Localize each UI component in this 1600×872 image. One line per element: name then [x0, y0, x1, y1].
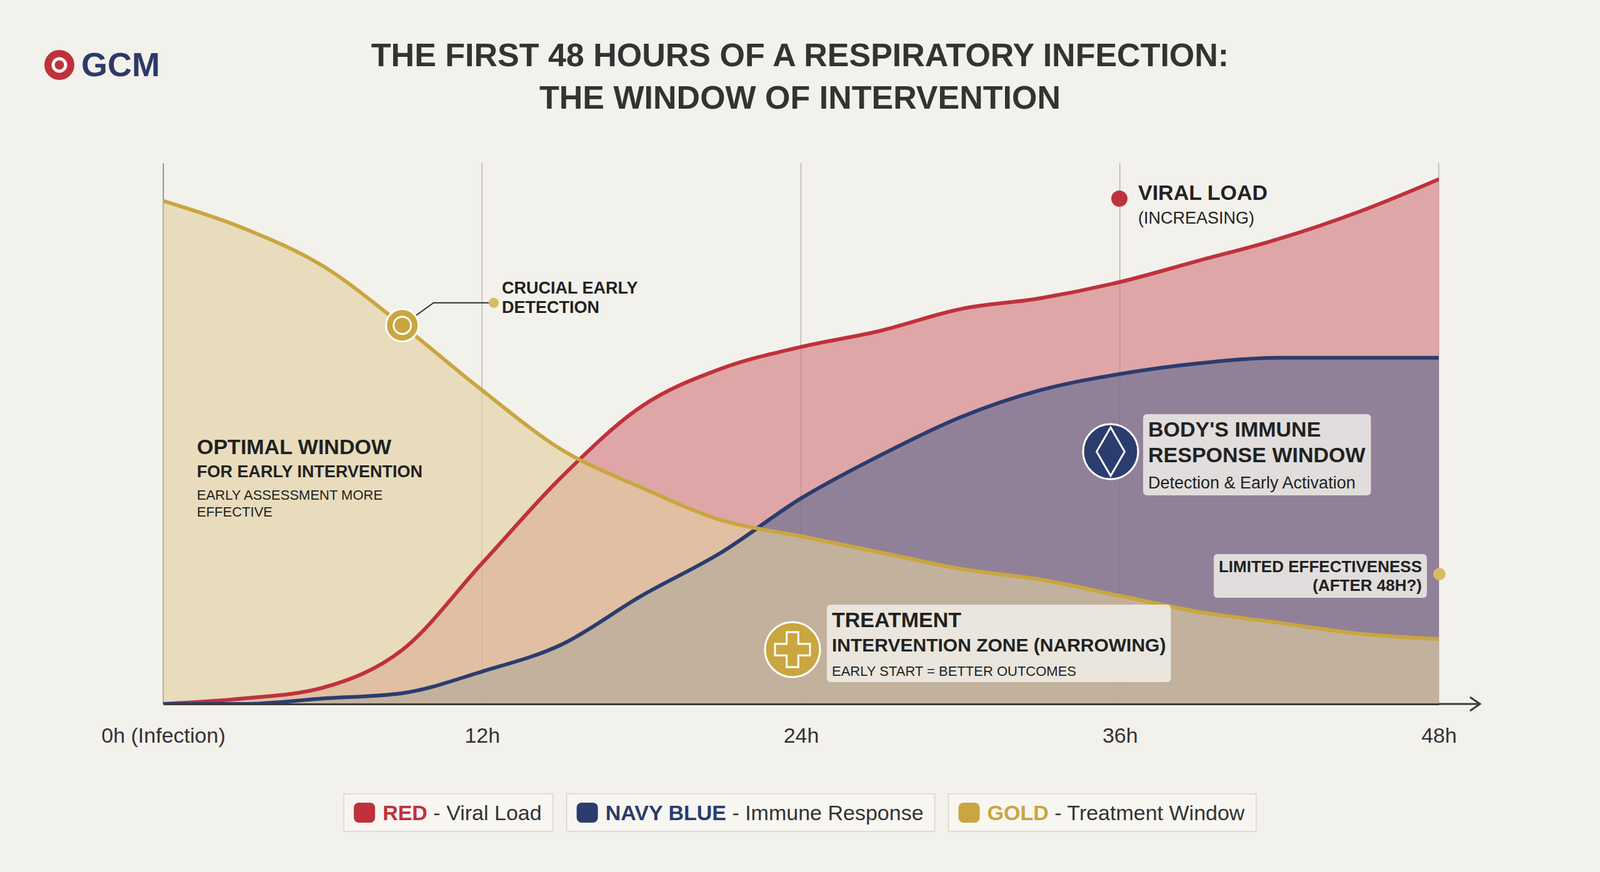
- title-line: THE WINDOW OF INTERVENTION: [539, 79, 1061, 116]
- x-tick-label: 36h: [1102, 723, 1139, 748]
- legend-label: RED - Viral Load: [382, 801, 542, 825]
- legend-label: NAVY BLUE - Immune Response: [605, 801, 924, 825]
- chart: GCM THE FIRST 48 HOURS OF A RESPIRATORY I…: [0, 0, 1600, 872]
- legend-box: [343, 794, 554, 832]
- legend-label: GOLD - Treatment Window: [987, 801, 1245, 825]
- icon-glyph: [393, 316, 412, 335]
- annotation-patch: [1213, 554, 1427, 599]
- annotation: CRUCIAL EARLYDETECTION: [501, 278, 639, 317]
- legend-box: [566, 794, 935, 832]
- series-area: [163, 201, 1439, 705]
- annotation-text: DETECTION: [501, 298, 600, 317]
- annotation-dot: [1433, 568, 1446, 581]
- legend-swatch: [576, 803, 599, 824]
- annotation-patch: [826, 605, 1171, 683]
- annotation-text: CRUCIAL EARLY: [501, 278, 639, 298]
- icon-glyph: [1096, 427, 1125, 477]
- axis-arrow-head: [1470, 697, 1480, 712]
- annotation-dot: [1111, 190, 1128, 207]
- legend-item: RED - Viral Load: [343, 794, 554, 832]
- x-tick: 12h: [464, 704, 500, 748]
- annotation-text: OPTIMAL WINDOW: [196, 435, 392, 459]
- legend-box: [948, 794, 1257, 832]
- icon-glyph: [775, 632, 810, 668]
- annotation-text: INTERVENTION ZONE (NARROWING): [831, 635, 1166, 656]
- series-line: [163, 358, 1439, 705]
- x-tick: 48h: [1421, 704, 1457, 748]
- x-axis: 0h (Infection) 12h 24h 36h 48h: [101, 704, 1457, 748]
- annotation-text: EARLY START = BETTER OUTCOMES: [831, 663, 1077, 680]
- logo-icon-inner: [53, 58, 66, 72]
- annotation-text: (AFTER 48H?): [1312, 576, 1422, 595]
- background: [0, 0, 1600, 872]
- annotation: OPTIMAL WINDOW FOR EARLY INTERVENTION EARL…: [196, 435, 423, 520]
- x-tick-label: 12h: [464, 723, 500, 748]
- x-tick-label: 48h: [1421, 723, 1457, 748]
- annotation-patch: [1143, 414, 1371, 496]
- annotation-text: LIMITED EFFECTIVENESS: [1218, 557, 1422, 577]
- leader-dot: [488, 298, 499, 309]
- annotation-text: FOR EARLY INTERVENTION: [196, 462, 423, 482]
- icon: [765, 622, 820, 678]
- logo-icon: [44, 50, 75, 80]
- annotation-text: EFFECTIVE: [196, 504, 273, 520]
- legend-color-word: NAVY BLUE: [605, 801, 727, 825]
- annotation-text: VIRAL LOAD: [1138, 180, 1268, 205]
- annotation: VIRAL LOAD (INCREASING): [1138, 180, 1268, 228]
- annotation-text: TREATMENT: [831, 608, 962, 632]
- legend-series-name: - Treatment Window: [1048, 801, 1245, 825]
- legend-color-word: RED: [382, 801, 428, 825]
- title-line: THE FIRST 48 HOURS OF A RESPIRATORY INFE…: [371, 36, 1229, 74]
- logo: GCM: [81, 45, 160, 84]
- icon-disc: [765, 622, 820, 678]
- annotation-text: EARLY ASSESSMENT MORE: [196, 487, 383, 504]
- legend-series-name: - Immune Response: [726, 801, 924, 825]
- legend: RED - Viral Load NAVY BLUE - Immune Respo…: [343, 794, 1257, 832]
- x-tick: 36h: [1102, 704, 1139, 748]
- legend-item: GOLD - Treatment Window: [948, 794, 1257, 832]
- icon: [1083, 424, 1139, 480]
- annotation: LIMITED EFFECTIVENESS(AFTER 48H?): [1213, 554, 1427, 599]
- title: THE FIRST 48 HOURS OF A RESPIRATORY INFE…: [371, 36, 1229, 116]
- x-tick: 24h: [783, 704, 820, 748]
- x-tick-label: 24h: [783, 723, 820, 748]
- annotation-text: (INCREASING): [1138, 208, 1255, 228]
- legend-swatch: [353, 803, 375, 824]
- annotation-text: BODY'S IMMUNE: [1148, 417, 1321, 442]
- legend-series-name: - Viral Load: [427, 801, 542, 825]
- x-tick-label: 0h (Infection): [101, 723, 225, 748]
- legend-item: NAVY BLUE - Immune Response: [566, 794, 935, 832]
- icon: [386, 309, 419, 342]
- plot-area: [163, 179, 1439, 705]
- icon-disc: [386, 309, 419, 342]
- annotation: BODY'S IMMUNERESPONSE WINDOW Detection & …: [1143, 414, 1371, 496]
- x-tick: 0h (Infection): [101, 704, 225, 748]
- legend-color-word: GOLD: [987, 801, 1049, 825]
- axis-arrow: [1438, 703, 1479, 706]
- legend-swatch: [958, 803, 980, 824]
- series-area: [163, 179, 1439, 705]
- series-line: [163, 179, 1439, 705]
- grid: [163, 163, 1439, 705]
- x-axis-line: [163, 703, 1440, 706]
- annotation: TREATMENT INTERVENTION ZONE (NARROWING) EA…: [826, 605, 1171, 683]
- icon-disc: [1083, 424, 1139, 480]
- annotation-text: Detection & Early Activation: [1148, 473, 1356, 493]
- annotation-text: RESPONSE WINDOW: [1148, 443, 1366, 467]
- series-line: [163, 201, 1439, 640]
